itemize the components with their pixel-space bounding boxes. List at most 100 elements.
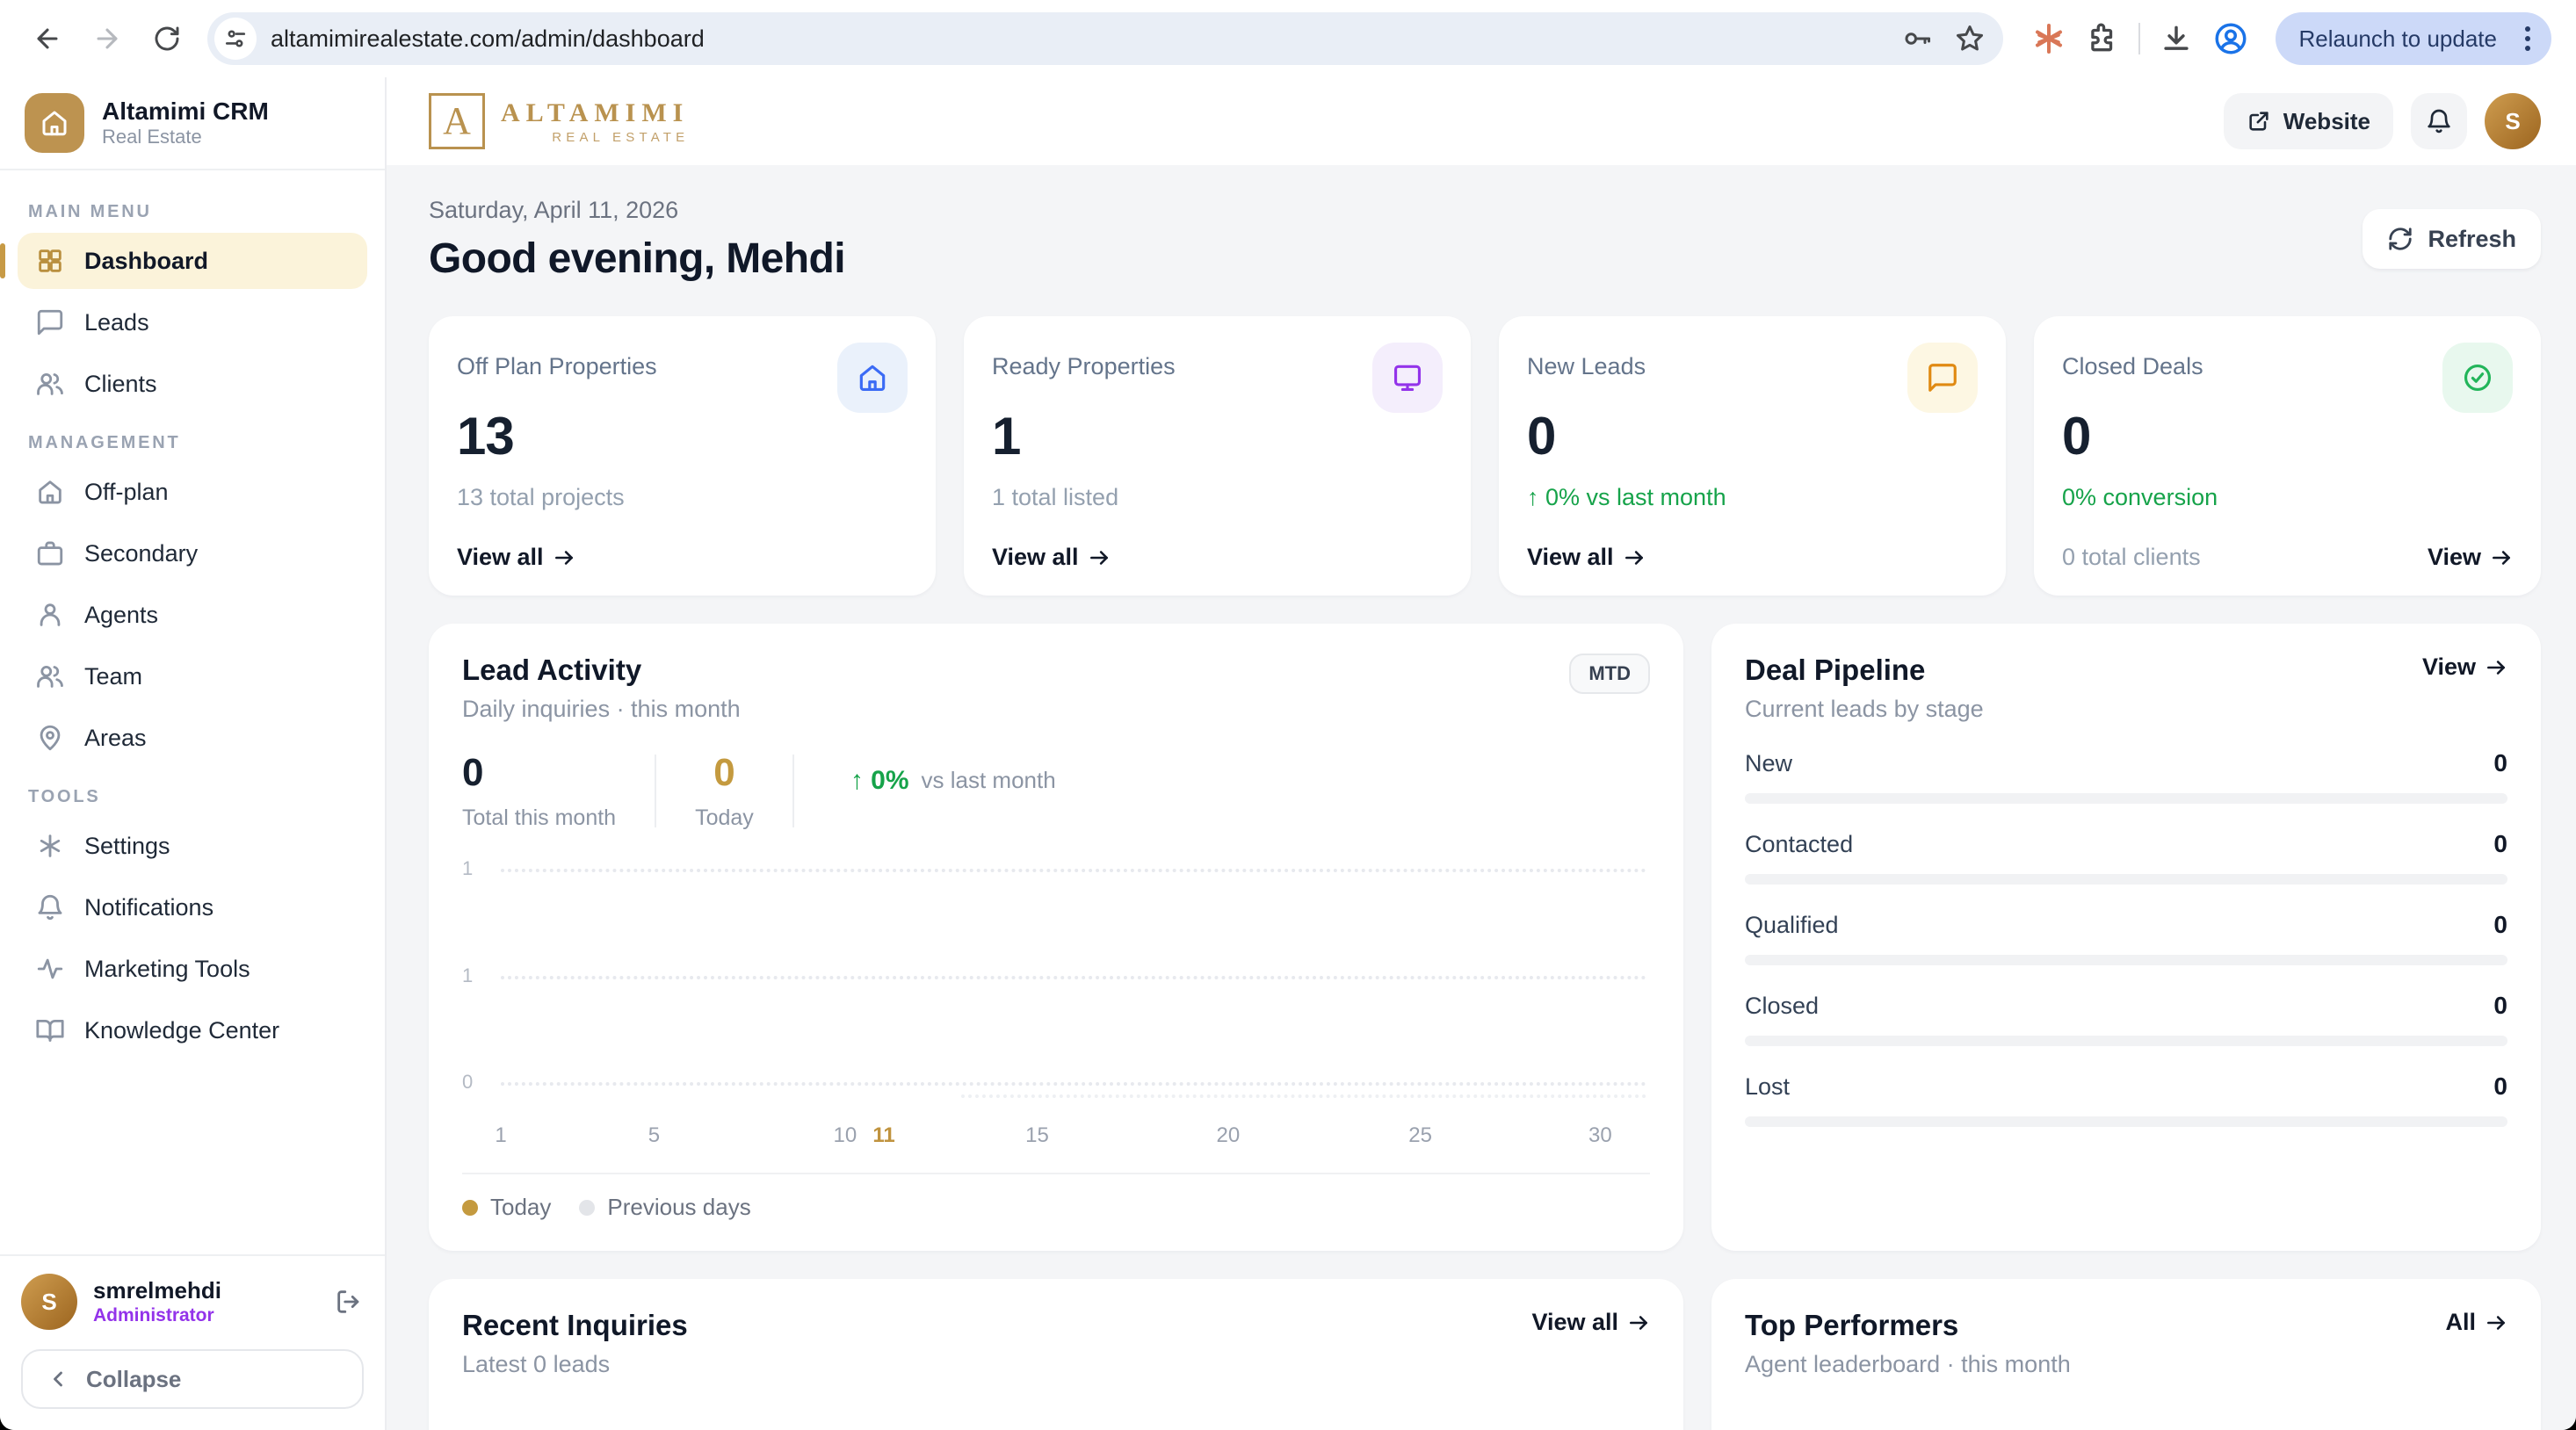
- browser-menu-icon[interactable]: [2514, 26, 2541, 51]
- lead-activity-title: Lead Activity: [462, 654, 642, 686]
- mtd-badge[interactable]: MTD: [1569, 654, 1650, 694]
- section-label-main-menu: MAIN MENU: [28, 202, 152, 221]
- stat-value: 0: [2062, 407, 2091, 466]
- forward-button[interactable]: [81, 12, 134, 65]
- pipeline-stage-qualified: Qualified 0: [1745, 911, 2507, 965]
- downloads-icon[interactable]: [2160, 22, 2193, 55]
- today-label: Today: [695, 805, 754, 830]
- sidebar-item-settings[interactable]: Settings: [18, 818, 367, 874]
- profile-icon[interactable]: [2212, 20, 2249, 57]
- sidebar-item-label: Leads: [84, 308, 149, 336]
- refresh-button[interactable]: Refresh: [2363, 209, 2541, 269]
- stage-progress-bar: [1745, 793, 2507, 804]
- extensions-puzzle-icon[interactable]: [2086, 22, 2119, 55]
- logout-icon: [337, 1290, 359, 1313]
- arrow-right-icon: [1630, 1315, 1647, 1330]
- check-circle-icon: [2442, 343, 2513, 413]
- recent-inquiries-title: Recent Inquiries: [462, 1309, 688, 1341]
- pipeline-stage-new: New 0: [1745, 749, 2507, 804]
- bell-icon: [38, 894, 62, 921]
- dashboard-content: Saturday, April 11, 2026 Good evening, M…: [387, 165, 2576, 1430]
- stat-delta: ↑ 0% vs last month: [1527, 484, 1726, 510]
- logout-button[interactable]: [334, 1287, 364, 1317]
- sidebar-item-label: Marketing Tools: [84, 955, 250, 982]
- reload-icon: [155, 26, 179, 51]
- x-tick: 5: [648, 1123, 661, 1147]
- sidebar-item-label: Dashboard: [84, 247, 209, 274]
- site-settings-icon[interactable]: [214, 18, 257, 60]
- stat-footnote: 0 total clients: [2062, 544, 2201, 570]
- user-icon: [40, 603, 61, 626]
- users-icon: [37, 372, 63, 395]
- sidebar-item-marketing-tools[interactable]: Marketing Tools: [18, 941, 367, 997]
- relaunch-button[interactable]: Relaunch to update: [2276, 12, 2551, 65]
- sidebar-item-leads[interactable]: Leads: [18, 294, 367, 350]
- delta-label: vs last month: [921, 767, 1056, 793]
- arrow-right-icon: [2487, 660, 2505, 675]
- brand-title: Altamimi CRM: [102, 97, 269, 125]
- recent-inquiries-view-all-link[interactable]: View all: [1531, 1309, 1650, 1336]
- sidebar: Altamimi CRM Real Estate MAIN MENU Dashb…: [0, 77, 387, 1430]
- collapse-sidebar-button[interactable]: Collapse: [21, 1349, 364, 1409]
- view-link[interactable]: View: [2428, 544, 2513, 571]
- password-key-icon[interactable]: [1901, 23, 1933, 54]
- map-pin-icon: [40, 725, 61, 751]
- divider: [655, 755, 657, 827]
- lead-activity-panel: Lead Activity Daily inquiries · this mon…: [429, 624, 1683, 1251]
- sidebar-item-agents[interactable]: Agents: [18, 587, 367, 643]
- pipeline-view-link[interactable]: View: [2422, 654, 2507, 681]
- stat-card-closed-deals: Closed Deals 0 0% conversion 0 total cli…: [2034, 316, 2541, 596]
- sidebar-item-off-plan[interactable]: Off-plan: [18, 464, 367, 520]
- sidebar-item-label: Knowledge Center: [84, 1016, 280, 1044]
- recent-inquiries-panel: Recent Inquiries Latest 0 leads View all: [429, 1279, 1683, 1430]
- forward-arrow-icon: [97, 28, 118, 49]
- view-all-link[interactable]: View all: [992, 544, 1111, 571]
- notifications-button[interactable]: [2411, 93, 2467, 149]
- url-bar[interactable]: altamimirealestate.com/admin/dashboard: [207, 12, 2004, 65]
- url-text[interactable]: altamimirealestate.com/admin/dashboard: [271, 25, 705, 52]
- website-button[interactable]: Website: [2223, 93, 2393, 149]
- section-label-tools: TOOLS: [28, 787, 101, 806]
- y-tick: 1: [462, 964, 474, 986]
- sidebar-item-team[interactable]: Team: [18, 648, 367, 704]
- logo-name: ALTAMIMI: [501, 98, 690, 127]
- sidebar-menu: MAIN MENU Dashboard Leads Clients MANAGE…: [0, 170, 385, 1254]
- stat-title: Off Plan Properties: [457, 353, 657, 379]
- sidebar-item-label: Notifications: [84, 893, 214, 921]
- x-axis: 1 5 10 11 15 20 25 30: [495, 1123, 1611, 1152]
- view-all-link[interactable]: View all: [457, 544, 575, 571]
- arrow-right-icon: [554, 550, 573, 565]
- top-performers-all-link[interactable]: All: [2445, 1309, 2507, 1336]
- reload-button[interactable]: [141, 12, 193, 65]
- lead-activity-chart: 1 1 0: [462, 849, 1650, 1102]
- users-icon: [37, 665, 63, 688]
- sidebar-item-knowledge-center[interactable]: Knowledge Center: [18, 1002, 367, 1058]
- back-button[interactable]: [21, 12, 74, 65]
- total-this-month-label: Total this month: [462, 805, 617, 830]
- section-label-management: MANAGEMENT: [28, 433, 181, 452]
- sidebar-brand: Altamimi CRM Real Estate: [0, 77, 385, 170]
- sidebar-item-areas[interactable]: Areas: [18, 710, 367, 766]
- grid-icon: [39, 249, 62, 272]
- logo-monogram: A: [429, 93, 485, 149]
- header-avatar[interactable]: S: [2485, 93, 2541, 149]
- sidebar-item-dashboard[interactable]: Dashboard: [0, 233, 367, 289]
- browser-actions: Relaunch to update: [2017, 12, 2558, 65]
- deal-pipeline-panel: Deal Pipeline Current leads by stage Vie…: [1711, 624, 2541, 1251]
- collapse-label: Collapse: [86, 1365, 182, 1392]
- x-tick: 25: [1408, 1123, 1432, 1147]
- briefcase-icon: [37, 541, 63, 566]
- sidebar-item-clients[interactable]: Clients: [18, 356, 367, 412]
- user-role: Administrator: [93, 1304, 214, 1325]
- delta-value: ↑ 0%: [850, 765, 909, 795]
- sidebar-item-secondary[interactable]: Secondary: [18, 525, 367, 581]
- legend-today: Today: [462, 1194, 551, 1221]
- x-tick: 20: [1216, 1123, 1241, 1147]
- bookmark-star-icon[interactable]: [1954, 23, 1986, 54]
- stage-progress-bar: [1745, 874, 2507, 885]
- pipeline-stage-lost: Lost 0: [1745, 1072, 2507, 1127]
- claude-extension-icon[interactable]: [2031, 21, 2066, 56]
- user-name: smrelmehdi: [93, 1277, 221, 1304]
- sidebar-item-notifications[interactable]: Notifications: [18, 879, 367, 935]
- view-all-link[interactable]: View all: [1527, 544, 1646, 571]
